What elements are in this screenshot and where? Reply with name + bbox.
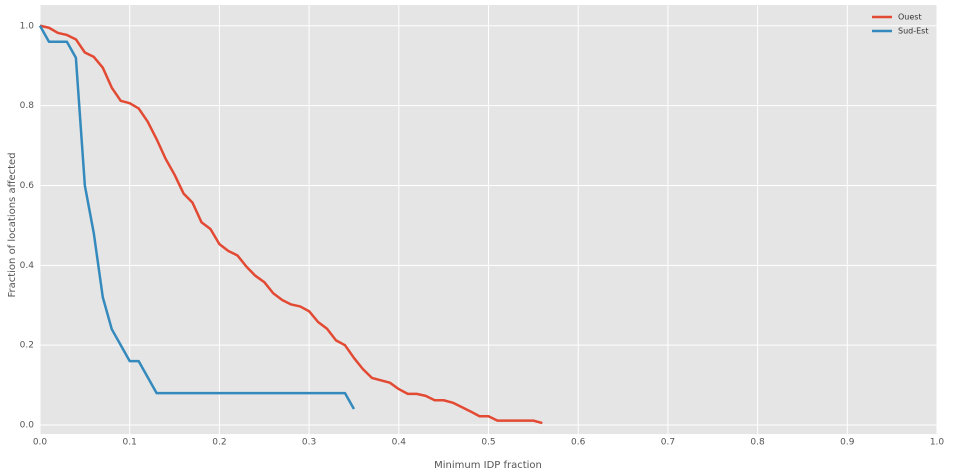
y-tick-label: 0.6 xyxy=(20,181,35,191)
x-tick-label: 0.8 xyxy=(750,438,765,448)
y-tick-label: 0.2 xyxy=(20,341,34,351)
y-tick-label: 1.0 xyxy=(20,21,35,31)
y-tick-label: 0.0 xyxy=(20,421,35,431)
legend: Ouest Sud-Est xyxy=(872,13,928,36)
x-tick-label: 0.3 xyxy=(302,438,316,448)
grid xyxy=(39,5,938,434)
x-tick-label: 0.5 xyxy=(481,438,495,448)
x-tick-label: 0.1 xyxy=(123,438,137,448)
x-tick-label: 0.4 xyxy=(392,438,407,448)
lines xyxy=(38,24,543,425)
y-tick-label: 0.4 xyxy=(20,261,35,271)
y-tick-label: 0.8 xyxy=(20,101,35,111)
x-tick-label: 1.0 xyxy=(930,438,945,448)
x-tick-label: 0.6 xyxy=(571,438,586,448)
x-tick-label: 0.9 xyxy=(840,438,855,448)
series-line xyxy=(39,24,543,425)
x-tick-label: 0.7 xyxy=(661,438,675,448)
x-axis-label: Minimum IDP fraction xyxy=(434,460,542,471)
legend-label: Ouest xyxy=(898,13,922,22)
series-line xyxy=(38,25,356,410)
x-tick-label: 0.2 xyxy=(212,438,226,448)
ticks: 0.0 0.1 0.2 0.3 0.4 0.5 0.6 0.7 0.8 0.9 1.0 0.0 0.2 0… xyxy=(20,21,945,447)
x-tick-label: 0.0 xyxy=(33,438,48,448)
y-axis-label: Fraction of locations affected xyxy=(7,152,18,297)
legend-label: Sud-Est xyxy=(898,27,928,36)
